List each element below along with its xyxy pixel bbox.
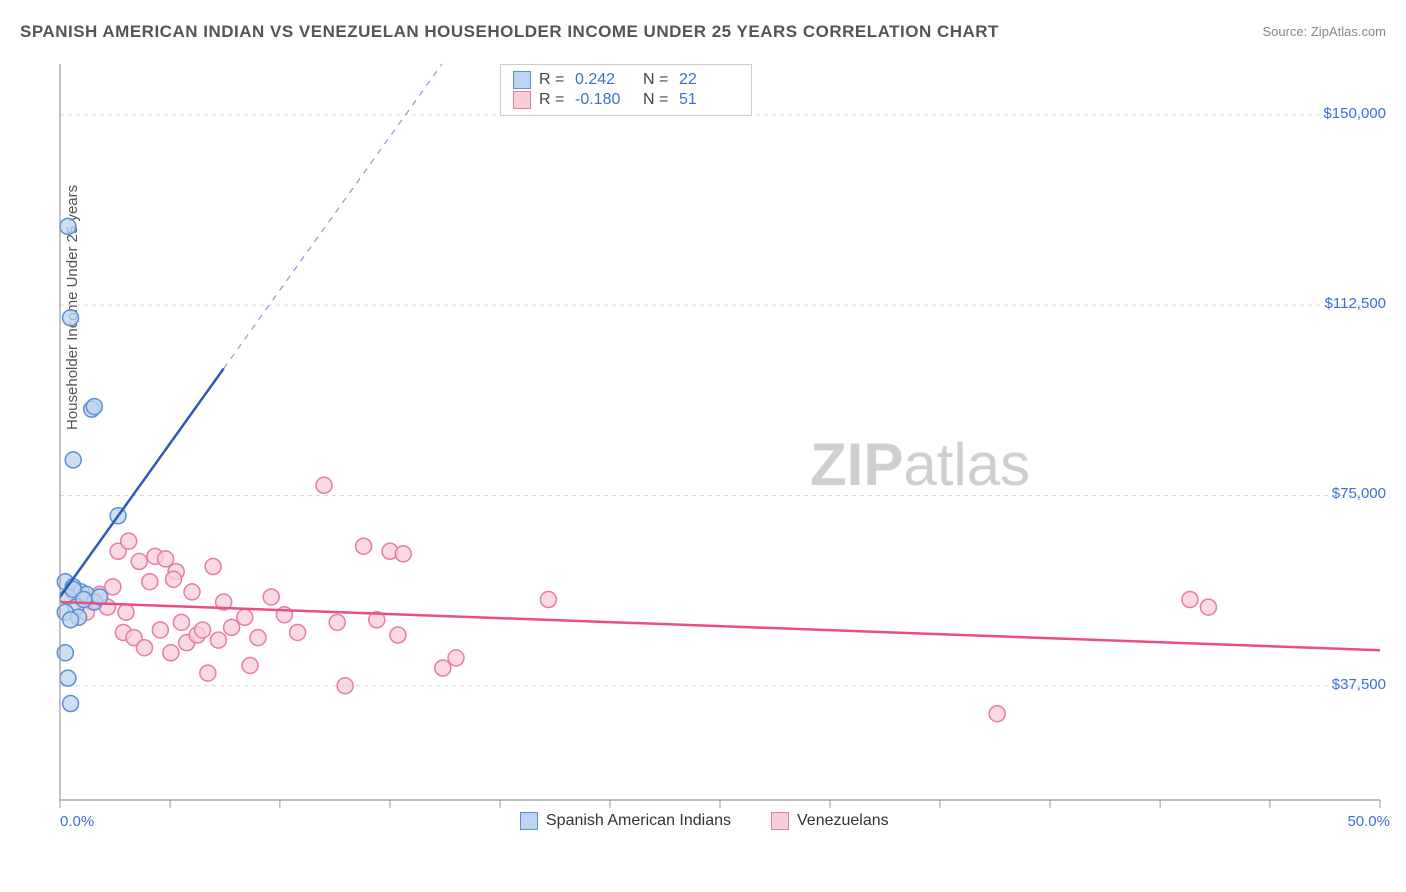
series-2-name: Venezuelans (797, 812, 889, 830)
legend-swatch-2 (513, 91, 531, 109)
legend-row-series1: R = 0.242 N = 22 (513, 71, 739, 89)
n-label: N = (643, 71, 671, 89)
scatter-plot (50, 60, 1390, 830)
r-label: R = (539, 91, 567, 109)
y-tick-label: $75,000 (1332, 485, 1386, 502)
legend-row-series2: R = -0.180 N = 51 (513, 91, 739, 109)
legend-swatch-1b (520, 812, 538, 830)
r-value-1: 0.242 (575, 71, 635, 89)
n-label: N = (643, 91, 671, 109)
legend-swatch-2b (771, 812, 789, 830)
n-value-1: 22 (679, 71, 739, 89)
y-tick-label: $150,000 (1323, 105, 1386, 122)
series-1-name: Spanish American Indians (546, 812, 731, 830)
correlation-legend: R = 0.242 N = 22 R = -0.180 N = 51 (500, 64, 752, 116)
r-value-2: -0.180 (575, 91, 635, 109)
legend-item-1: Spanish American Indians (520, 812, 731, 830)
y-tick-label: $37,500 (1332, 676, 1386, 693)
n-value-2: 51 (679, 91, 739, 109)
r-label: R = (539, 71, 567, 89)
x-tick-left: 0.0% (60, 813, 94, 830)
chart-area: Householder Income Under 25 years ZIPatl… (50, 60, 1390, 830)
y-tick-label: $112,500 (1325, 295, 1386, 312)
legend-swatch-1 (513, 71, 531, 89)
x-tick-right: 50.0% (1347, 813, 1390, 830)
legend-item-2: Venezuelans (771, 812, 889, 830)
chart-title: SPANISH AMERICAN INDIAN VS VENEZUELAN HO… (20, 22, 999, 42)
source-label: Source: ZipAtlas.com (1262, 24, 1386, 39)
series-legend: Spanish American Indians Venezuelans (520, 812, 889, 830)
